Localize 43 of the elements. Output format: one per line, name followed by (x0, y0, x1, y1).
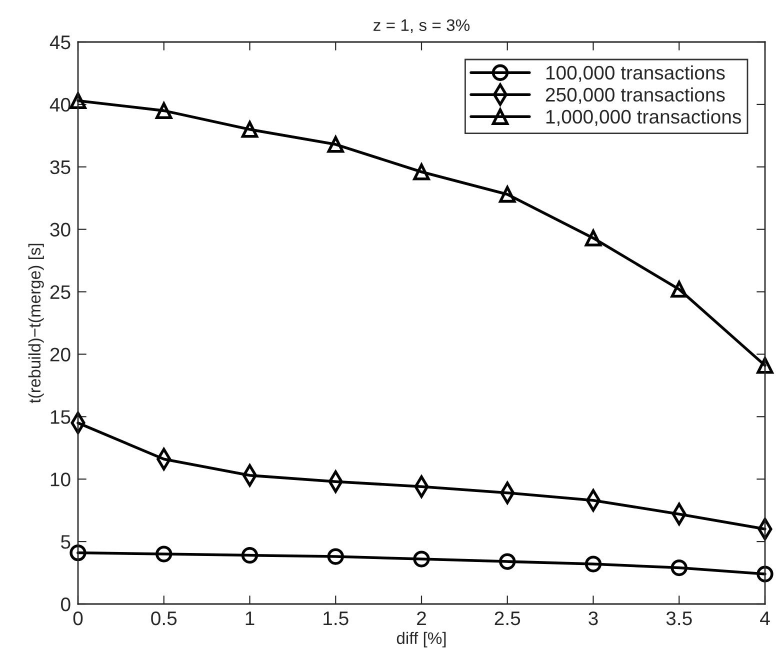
legend-label: 1,000,000 transactions (546, 109, 741, 126)
x-tick-label: 0 (73, 611, 83, 626)
y-tick-label: 15 (50, 410, 70, 424)
x-tick-label: 3 (588, 611, 598, 626)
point (670, 559, 688, 576)
x-tick-label: 3.5 (666, 611, 692, 626)
y-tick-label: 25 (50, 285, 70, 300)
y-tick-label: 30 (50, 222, 70, 237)
point (499, 553, 516, 570)
y-tick-label: 40 (50, 98, 70, 112)
point (327, 136, 344, 153)
x-tick-label: 2.5 (494, 611, 520, 626)
point (756, 357, 774, 374)
y-tick-label: 5 (61, 535, 70, 549)
point (413, 550, 430, 568)
x-axis-title: diff [%] (396, 632, 446, 648)
point (584, 556, 602, 572)
point (670, 280, 688, 298)
point (584, 230, 602, 246)
point (499, 186, 516, 203)
y-tick-label: 45 (50, 36, 70, 50)
point (241, 546, 258, 564)
x-tick-label: 1 (246, 612, 254, 626)
y-tick-label: 10 (50, 472, 70, 486)
point (327, 548, 344, 565)
x-tick-label: 4 (760, 612, 770, 626)
point (413, 164, 430, 180)
point (756, 566, 774, 582)
x-tick-label: 0.5 (151, 611, 177, 626)
legend-label: 100,000 transactions (546, 65, 725, 82)
x-tick-label: 1.5 (324, 612, 348, 626)
point (156, 102, 172, 120)
point (70, 544, 86, 562)
x-tick-label: 2 (417, 611, 426, 626)
y-tick-label: 35 (50, 160, 70, 174)
y-tick-label: 0 (61, 597, 70, 612)
legend-label: 250,000 transactions (546, 87, 725, 104)
y-tick-label: 20 (50, 348, 70, 362)
point (156, 546, 172, 562)
point (241, 121, 258, 138)
chart-title: z = 1, s = 3% (374, 19, 470, 34)
y-axis-title: t(rebuild)−t(merge) [s] (28, 244, 44, 404)
point (70, 92, 86, 110)
